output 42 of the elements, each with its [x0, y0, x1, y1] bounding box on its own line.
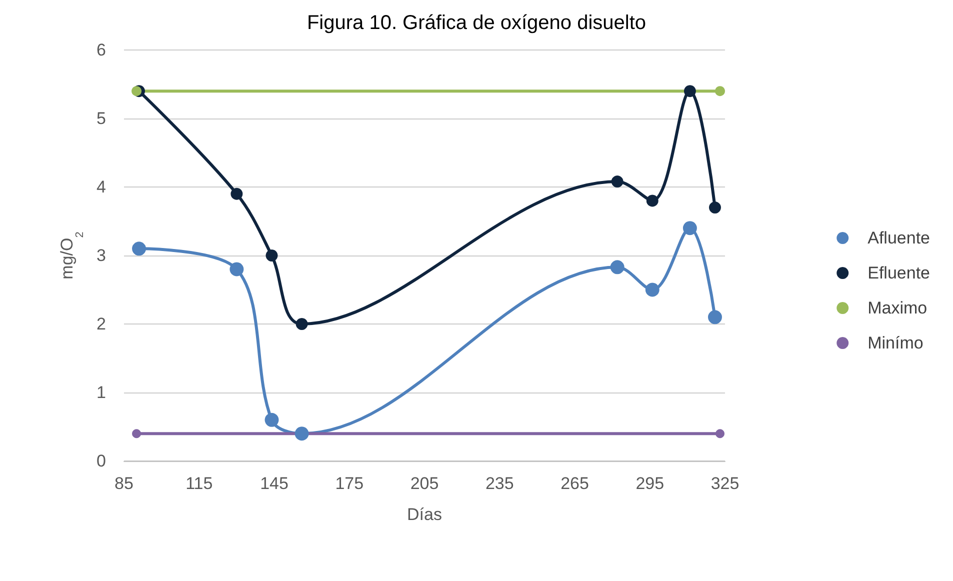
y-tick-label: 0 — [96, 452, 106, 470]
point — [132, 242, 146, 256]
y-tick-label: 5 — [96, 109, 106, 128]
x-axis-title: Días — [407, 505, 442, 524]
y-axis-title: mg/O2 — [58, 232, 86, 280]
x-tick-label: 325 — [710, 474, 740, 493]
point — [715, 86, 725, 96]
point — [294, 426, 309, 441]
x-tick-label: 235 — [485, 474, 514, 493]
x-tick-label: 205 — [410, 474, 439, 493]
point — [682, 221, 697, 236]
point — [708, 202, 721, 214]
y-tick-label: 3 — [96, 246, 106, 265]
legend-label: Efluente — [868, 264, 930, 282]
point — [264, 412, 279, 427]
x-tick-label: 145 — [260, 474, 288, 493]
legend-label: Maximo — [868, 298, 928, 318]
x-tick-label: 85 — [114, 474, 134, 493]
x-tick-label: 175 — [335, 474, 364, 493]
point — [611, 176, 624, 188]
y-tick-label: 1 — [96, 383, 106, 402]
x-tick-label: 115 — [186, 474, 213, 493]
x-tick-label: 295 — [636, 474, 664, 493]
point — [646, 194, 658, 207]
legend-label: Minímo — [868, 334, 924, 352]
point — [708, 310, 722, 324]
point — [296, 318, 308, 330]
legend-label: Afluente — [868, 228, 930, 248]
point — [610, 260, 624, 274]
y-tick-label: 6 — [96, 40, 106, 60]
x-tick-label: 265 — [560, 474, 589, 493]
y-tick-label: 4 — [96, 178, 106, 196]
point — [132, 429, 142, 438]
point — [230, 188, 243, 200]
point — [684, 85, 696, 98]
point — [230, 262, 244, 276]
point — [716, 429, 724, 438]
chart-title: Figura 10. Gráfica de oxígeno disuelto — [306, 12, 646, 34]
point — [132, 86, 142, 96]
point — [645, 282, 660, 297]
point — [266, 250, 278, 262]
y-tick-label: 2 — [96, 314, 106, 334]
